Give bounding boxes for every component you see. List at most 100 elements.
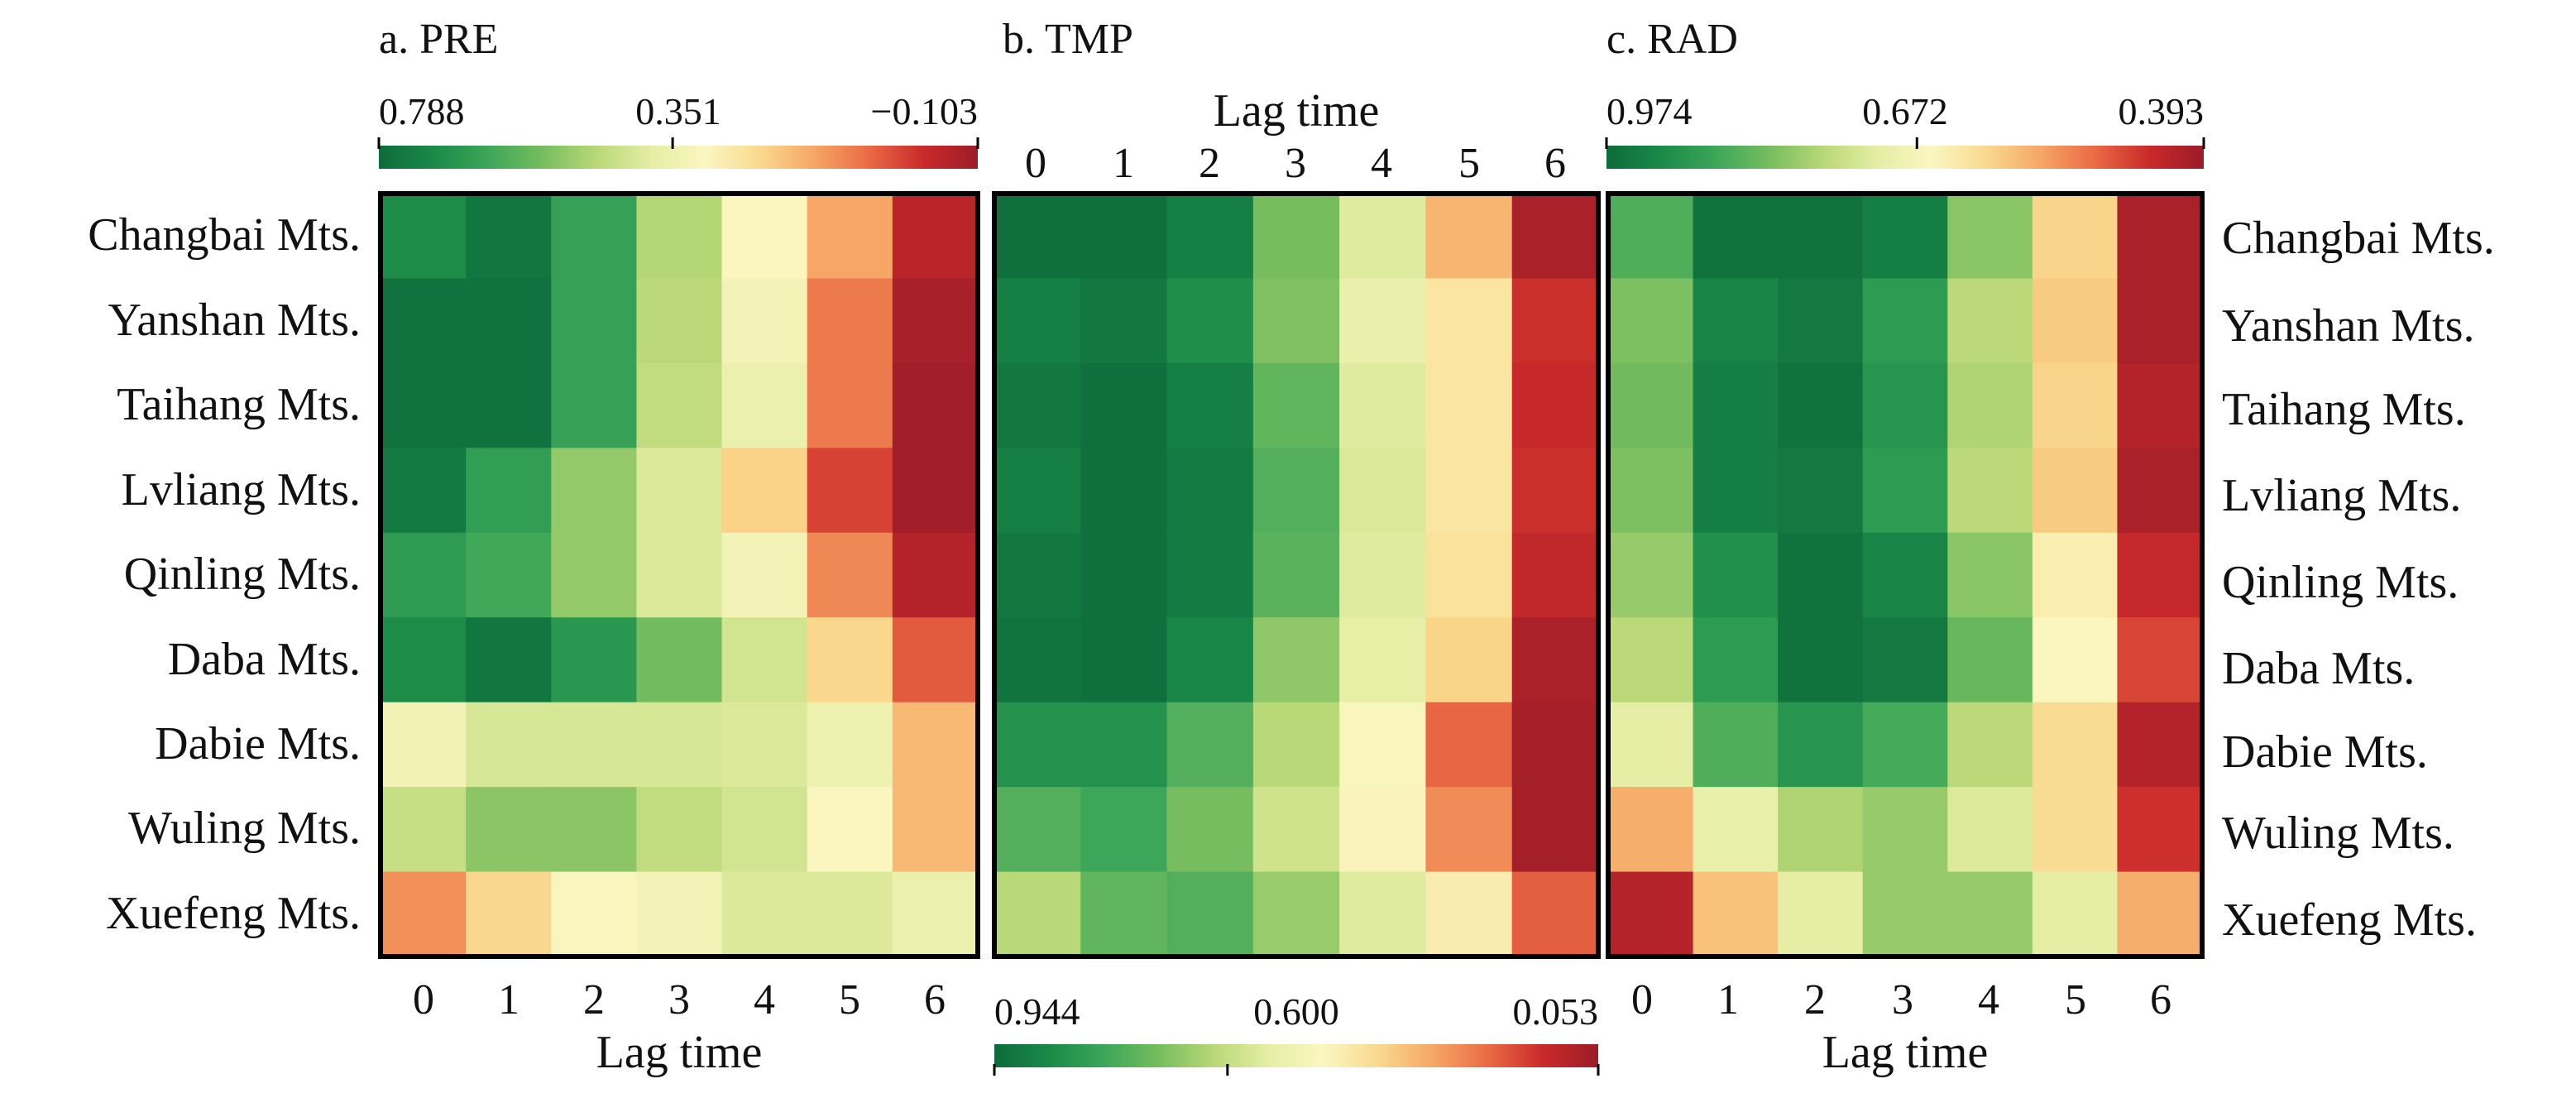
- heatmap-cell: [1166, 362, 1254, 448]
- heatmap-cell: [551, 871, 638, 957]
- heatmap-cell: [1511, 617, 1599, 703]
- region-label: Xuefeng Mts.: [106, 888, 361, 939]
- heatmap-cell: [1947, 787, 2033, 873]
- heatmap-cell: [1425, 448, 1513, 534]
- heatmap-cell: [466, 532, 552, 618]
- heatmap-cell: [1080, 532, 1168, 618]
- heatmap-cell: [994, 362, 1081, 448]
- heatmap-cell: [636, 448, 723, 534]
- heatmap-cell: [551, 787, 638, 873]
- heatmap-cell: [381, 362, 467, 448]
- heatmap-cell: [1947, 362, 2033, 448]
- heatmap-cell: [636, 278, 723, 364]
- x-tick-label: 3: [1892, 976, 1913, 1023]
- heatmap-cell: [1862, 787, 1948, 873]
- x-tick-label: 4: [1978, 976, 1999, 1023]
- heatmap-cell: [1862, 362, 1948, 448]
- x-tick-labels: 0 1 2 3 4 5 6: [1025, 140, 1566, 187]
- heatmap-cell: [1166, 617, 1254, 703]
- colorbar-tick-label: 0.600: [1253, 990, 1339, 1033]
- heatmap-cell: [551, 702, 638, 788]
- heatmap-cell: [1947, 194, 2033, 280]
- heatmap-cell: [1693, 448, 1779, 534]
- heatmap-cell: [994, 278, 1081, 364]
- heatmap-cell: [381, 194, 467, 280]
- heatmap-cell: [1339, 194, 1427, 280]
- heatmap-cell: [1947, 617, 2033, 703]
- heatmap-cell: [1511, 362, 1599, 448]
- heatmap-cell: [1511, 702, 1599, 788]
- heatmap-cell: [1252, 617, 1340, 703]
- heatmap-cell: [1339, 617, 1427, 703]
- heatmap-cell: [1080, 362, 1168, 448]
- region-label: Qinling Mts.: [2222, 557, 2459, 608]
- heatmap-cell: [807, 532, 893, 618]
- heatmap-cell: [721, 617, 808, 703]
- heatmap-cell: [994, 702, 1081, 788]
- heatmap-cells: [994, 194, 1599, 957]
- heatmap-cell: [892, 617, 979, 703]
- heatmap-cell: [807, 702, 893, 788]
- region-label: Dabie Mts.: [2222, 726, 2428, 778]
- heatmap-cell: [807, 448, 893, 534]
- heatmap-cell: [1252, 871, 1340, 957]
- heatmap-cell: [2032, 787, 2119, 873]
- heatmap-cell: [2032, 617, 2119, 703]
- heatmap-cell: [1862, 702, 1948, 788]
- colorbar: 0.788 0.351 −0.103: [377, 90, 979, 169]
- heatmap-cell: [1425, 278, 1513, 364]
- heatmap-cell: [636, 871, 723, 957]
- heatmap-cell: [2117, 278, 2203, 364]
- heatmap-cell: [1166, 702, 1254, 788]
- x-tick-label: 1: [1717, 976, 1739, 1023]
- heatmap-cell: [2032, 532, 2119, 618]
- x-tick-label: 4: [754, 976, 775, 1023]
- heatmap-cell: [994, 871, 1081, 957]
- heatmap-cell: [2032, 448, 2119, 534]
- heatmap-cell: [1425, 871, 1513, 957]
- heatmap-cell: [807, 278, 893, 364]
- heatmap-cell: [1693, 278, 1779, 364]
- x-tick-label: 5: [2065, 976, 2086, 1023]
- heatmap-cell: [381, 278, 467, 364]
- heatmap-cell: [1339, 871, 1427, 957]
- heatmap-cell: [2117, 362, 2203, 448]
- colorbar-tick-label: −0.103: [871, 90, 978, 132]
- panel-frame: [378, 191, 980, 959]
- heatmap-cell: [636, 702, 723, 788]
- heatmap-cell: [1080, 278, 1168, 364]
- heatmap-cell: [381, 871, 467, 957]
- heatmap-cell: [1778, 617, 1864, 703]
- x-axis-label: Lag time: [596, 1027, 763, 1078]
- region-label: Xuefeng Mts.: [2222, 894, 2477, 946]
- x-tick-labels: 0 1 2 3 4 5 6: [1631, 976, 2171, 1023]
- heatmap-cell: [2117, 702, 2203, 788]
- region-label: Wuling Mts.: [2222, 808, 2454, 859]
- heatmap-cell: [1947, 448, 2033, 534]
- heatmap-cell: [1862, 871, 1948, 957]
- heatmap-cell: [1511, 278, 1599, 364]
- heatmap-cell: [807, 871, 893, 957]
- heatmap-cell: [1252, 362, 1340, 448]
- panel-rad: c. RAD 0.974 0.672 0.393 Changbai Mts. Y…: [1605, 16, 2495, 1078]
- heatmap-cell: [1166, 532, 1254, 618]
- colorbar-tick-label: 0.672: [1862, 90, 1948, 132]
- heatmap-cell: [721, 194, 808, 280]
- heatmap-cell: [1252, 448, 1340, 534]
- heatmap-cell: [1862, 278, 1948, 364]
- heatmap-cell: [466, 448, 552, 534]
- heatmap-cell: [1252, 194, 1340, 280]
- heatmap-cell: [381, 787, 467, 873]
- heatmap-cell: [1778, 702, 1864, 788]
- heatmap-cell: [466, 194, 552, 280]
- heatmap-cell: [1511, 871, 1599, 957]
- heatmap-cell: [1511, 532, 1599, 618]
- x-tick-label: 1: [1113, 140, 1134, 187]
- heatmap-cell: [636, 532, 723, 618]
- heatmap-cell: [1339, 448, 1427, 534]
- x-tick-label: 3: [1285, 140, 1306, 187]
- panel-title: b. TMP: [1003, 16, 1133, 63]
- heatmap-cell: [636, 194, 723, 280]
- heatmap-cell: [721, 532, 808, 618]
- x-axis-label: Lag time: [1822, 1027, 1989, 1078]
